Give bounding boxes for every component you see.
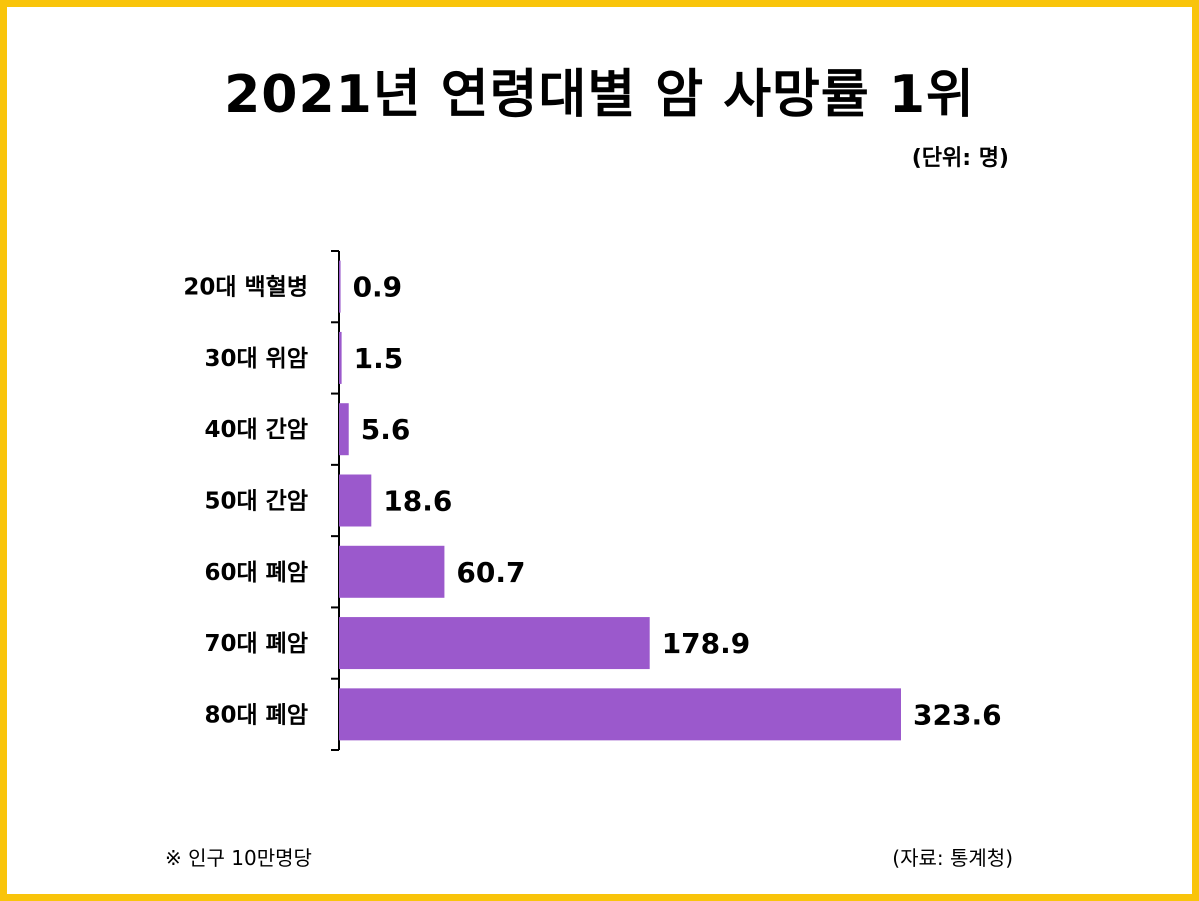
bar (339, 260, 341, 313)
category-label: 80대 폐암 (205, 702, 309, 728)
category-label: 30대 위암 (205, 346, 309, 372)
bar (339, 688, 901, 741)
bar (339, 474, 372, 527)
value-label: 0.9 (353, 271, 403, 304)
value-label: 5.6 (361, 413, 411, 446)
category-label: 20대 백혈병 (183, 275, 308, 301)
value-label: 178.9 (662, 627, 751, 660)
category-label: 50대 간암 (205, 489, 309, 515)
population-note: ※ 인구 10만명당 (165, 846, 312, 870)
unit-label: (단위: 명) (911, 146, 1009, 171)
category-label: 70대 폐암 (205, 631, 309, 657)
bar (339, 545, 445, 598)
value-label: 60.7 (456, 556, 525, 589)
category-label: 60대 폐암 (205, 560, 309, 586)
bar (339, 617, 650, 670)
category-label: 40대 간암 (205, 417, 309, 443)
source-note: (자료: 통계청) (892, 846, 1013, 870)
chart-title: 2021년 연령대별 암 사망률 1위 (224, 65, 975, 125)
value-label: 18.6 (383, 485, 452, 518)
value-label: 1.5 (354, 342, 404, 375)
bar (339, 331, 342, 384)
bar (339, 403, 349, 456)
value-label: 323.6 (913, 698, 1002, 731)
